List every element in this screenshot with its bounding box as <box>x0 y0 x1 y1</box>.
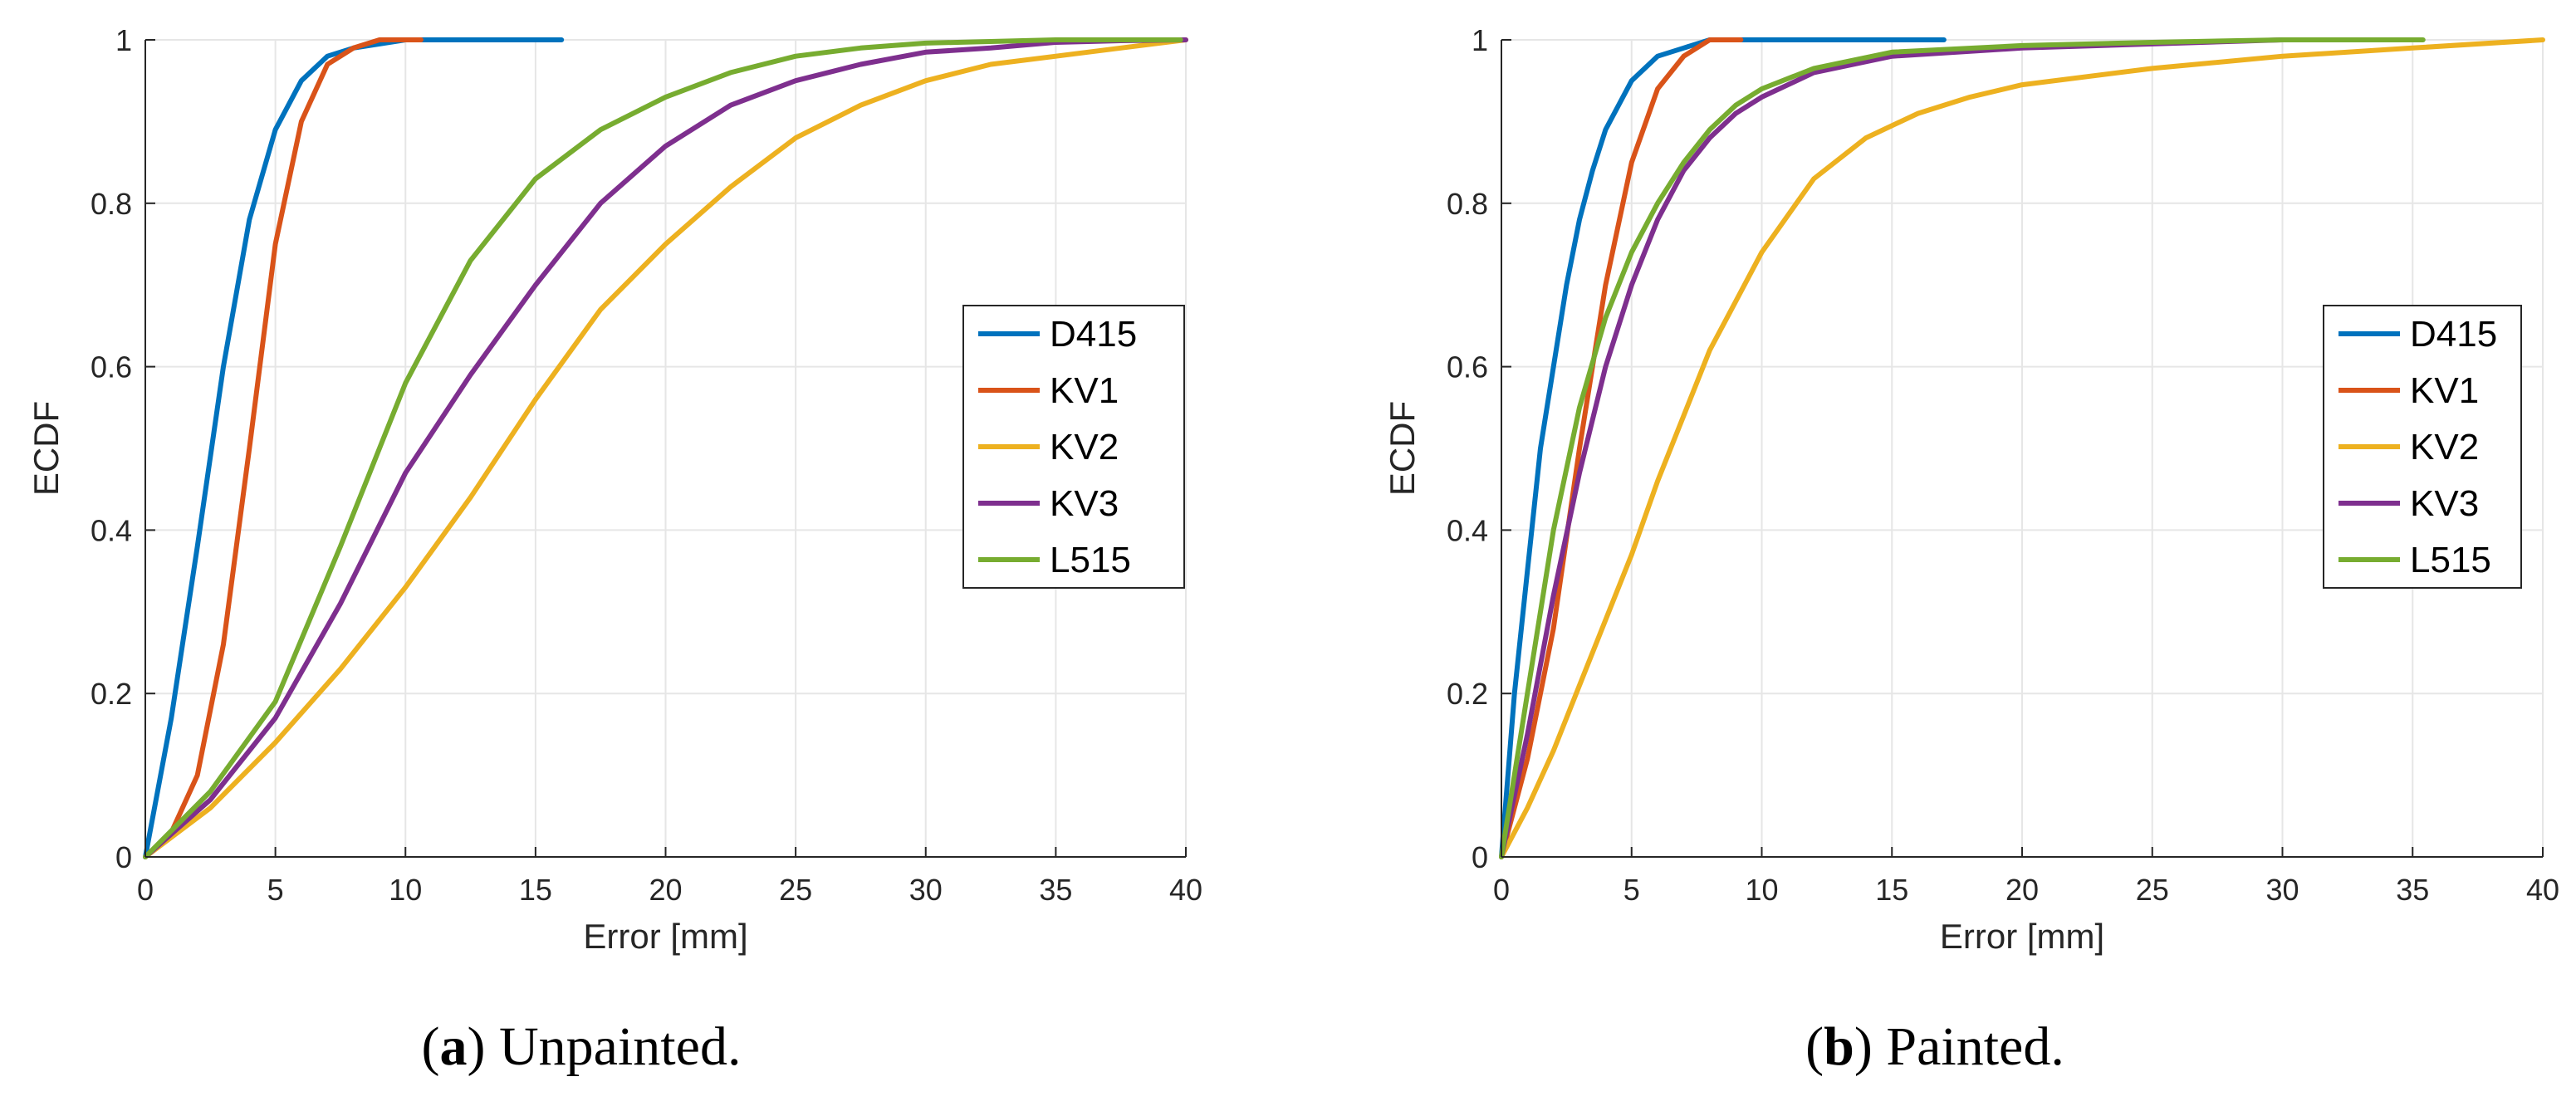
y-tick-label: 1 <box>1472 23 1488 57</box>
caption-letter: b <box>1824 1016 1854 1077</box>
legend-label-kv3: KV3 <box>1050 483 1119 524</box>
x-tick-label: 0 <box>1493 873 1510 907</box>
y-axis-label: ECDF <box>27 401 66 496</box>
x-axis-label: Error [mm] <box>583 917 747 956</box>
x-tick-labels: 0 5 10 15 20 25 30 35 40 <box>137 873 1202 907</box>
legend-label-d415: D415 <box>2410 314 2497 355</box>
y-tick-label: 1 <box>115 23 132 57</box>
y-tick-labels: 0 0.2 0.4 0.6 0.8 1 <box>1447 23 1488 874</box>
legend: D415 KV1 KV2 KV3 L515 <box>2323 305 2522 589</box>
legend-label-kv2: KV2 <box>1050 427 1119 467</box>
y-tick-label: 0.8 <box>91 187 132 221</box>
legend-label-kv1: KV1 <box>1050 370 1119 411</box>
y-tick-label: 0 <box>1472 840 1488 874</box>
y-tick-label: 0.6 <box>1447 350 1488 384</box>
caption-paren-close: ) <box>1854 1016 1886 1077</box>
axes-box <box>1501 39 2544 858</box>
x-axis-label: Error [mm] <box>1940 917 2104 956</box>
legend-label-l515: L515 <box>1050 540 1131 580</box>
x-tick-label: 40 <box>2526 873 2559 907</box>
legend: D415 KV1 KV2 KV3 L515 <box>962 305 1185 589</box>
x-tick-label: 35 <box>2396 873 2429 907</box>
plot-lines <box>143 37 1188 859</box>
series-line-d415 <box>1499 37 1947 859</box>
y-tick-label: 0.8 <box>1447 187 1488 221</box>
x-tick-label: 25 <box>779 873 812 907</box>
y-tick-label: 0.6 <box>91 350 132 384</box>
series-line-kv1 <box>1499 37 1744 859</box>
axes-box <box>144 39 1187 858</box>
x-tick-label: 20 <box>649 873 682 907</box>
x-tick-label: 5 <box>267 873 284 907</box>
y-tick-label: 0.4 <box>91 513 132 547</box>
series-line-kv1 <box>143 37 424 859</box>
legend-label-l515: L515 <box>2410 540 2491 580</box>
series-line-kv2 <box>1499 37 2545 859</box>
series-line-d415 <box>143 37 565 859</box>
x-tick-label: 10 <box>1745 873 1778 907</box>
x-tick-label: 5 <box>1623 873 1640 907</box>
x-tick-label: 25 <box>2136 873 2169 907</box>
caption: (a) Unpainted. <box>422 1016 742 1077</box>
x-tick-label: 40 <box>1169 873 1202 907</box>
caption-paren-close: ) <box>468 1016 499 1077</box>
chart-panel-unpainted: 0 5 10 15 20 25 30 35 40 0 0.2 0.4 0.6 0.8 1 Error [m… <box>27 23 1202 1077</box>
caption-text: Unpainted. <box>499 1016 741 1077</box>
x-tick-label: 15 <box>1875 873 1908 907</box>
x-tick-label: 10 <box>389 873 422 907</box>
series-line-l515 <box>1499 37 2426 859</box>
y-tick-label: 0.4 <box>1447 513 1488 547</box>
x-tick-label: 30 <box>909 873 943 907</box>
series-line-l515 <box>143 37 1183 859</box>
y-tick-label: 0.2 <box>91 677 132 711</box>
caption-letter: a <box>440 1016 468 1077</box>
y-tick-labels: 0 0.2 0.4 0.6 0.8 1 <box>91 23 132 874</box>
chart-panel-painted: 0 5 10 15 20 25 30 35 40 0 0.2 0.4 0.6 0.8 1 Error [m… <box>1383 23 2559 1077</box>
x-tick-label: 35 <box>1039 873 1072 907</box>
legend-label-kv2: KV2 <box>2410 427 2479 467</box>
x-tick-label: 0 <box>137 873 154 907</box>
legend-label-kv3: KV3 <box>2410 483 2479 524</box>
legend-label-kv1: KV1 <box>2410 370 2479 411</box>
x-tick-label: 15 <box>519 873 552 907</box>
y-axis-label: ECDF <box>1383 401 1422 496</box>
plot-lines <box>1499 37 2545 859</box>
x-tick-label: 20 <box>2005 873 2039 907</box>
caption-text: Painted. <box>1886 1016 2064 1077</box>
x-tick-labels: 0 5 10 15 20 25 30 35 40 <box>1493 873 2559 907</box>
x-tick-label: 30 <box>2265 873 2299 907</box>
y-tick-label: 0.2 <box>1447 677 1488 711</box>
legend-label-d415: D415 <box>1050 314 1137 355</box>
caption-paren-open: ( <box>1805 1016 1824 1077</box>
caption-paren-open: ( <box>422 1016 440 1077</box>
y-tick-label: 0 <box>115 840 132 874</box>
series-line-kv3 <box>143 37 1188 859</box>
series-line-kv2 <box>143 37 1188 859</box>
caption: (b) Painted. <box>1805 1016 2064 1077</box>
